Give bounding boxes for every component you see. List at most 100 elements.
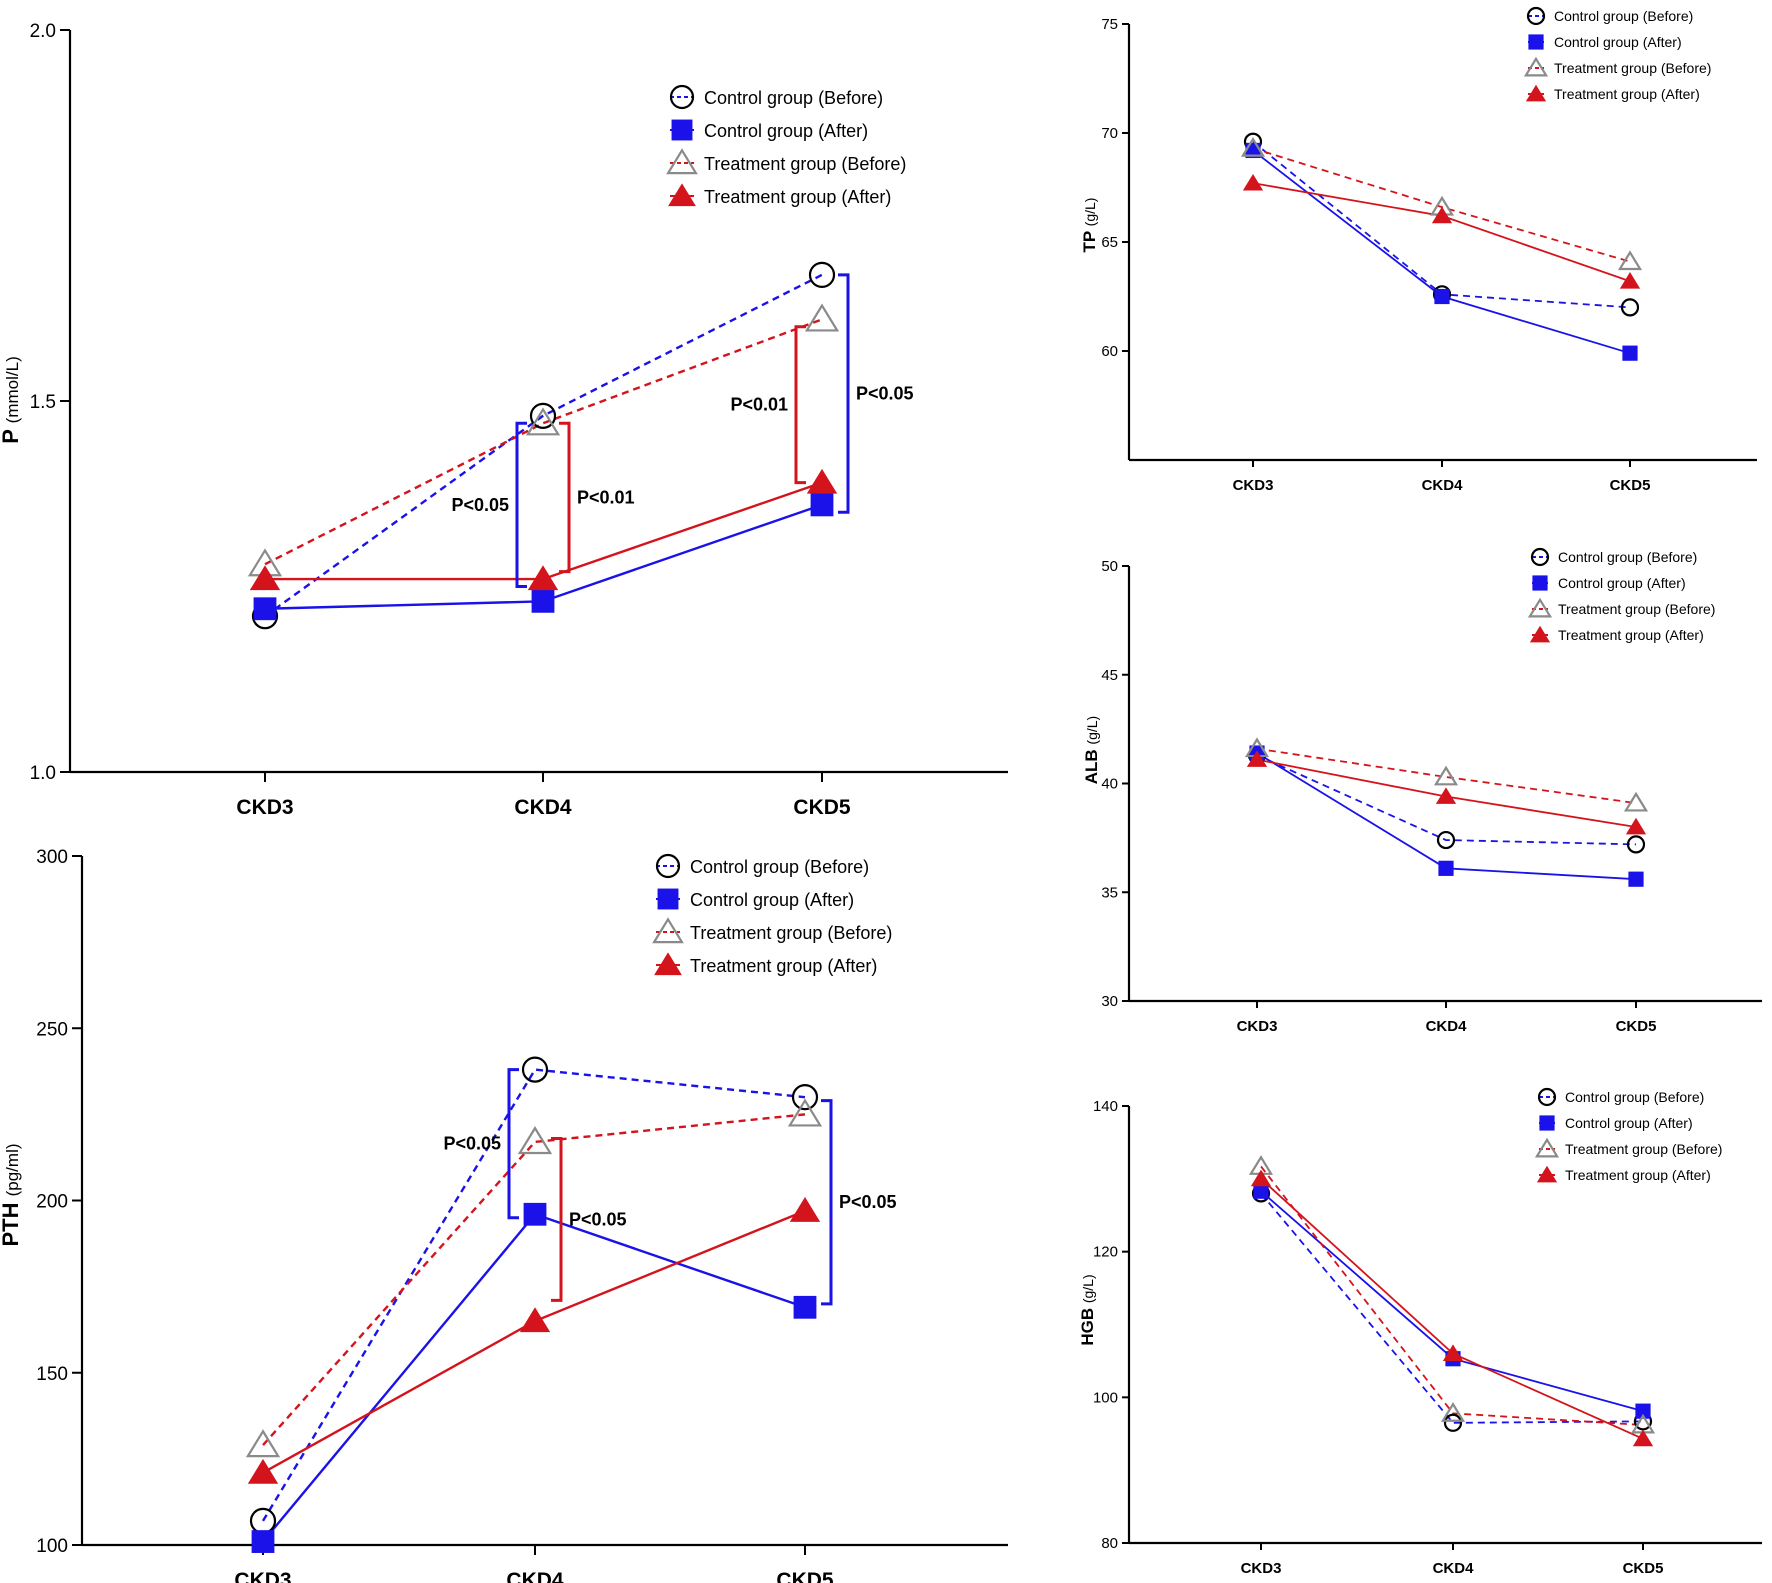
- marker-treatment-before: [1523, 56, 1549, 77]
- marker-treatment-after: [668, 183, 696, 207]
- legend-label: Treatment group (Before): [704, 154, 906, 174]
- marker-control-before: [1620, 298, 1640, 317]
- marker-treatment-before: [804, 303, 840, 332]
- marker-control-after: [1635, 1403, 1651, 1419]
- marker-treatment-after: [1619, 272, 1641, 289]
- marker-treatment-after: [1442, 1344, 1464, 1361]
- series-line: [261, 1068, 806, 1522]
- legend-label: Control group (Before): [704, 88, 883, 108]
- y-axis-label: ALB (g/L): [1082, 716, 1101, 784]
- marker-treatment-after: [1435, 787, 1457, 804]
- y-tick-label: 150: [36, 1364, 68, 1385]
- y-tick-label: 100: [1093, 1389, 1118, 1406]
- y-axis-label: PTH (pg/ml): [0, 1143, 23, 1246]
- marker-treatment-after: [1525, 84, 1547, 102]
- marker-treatment-before: [1617, 250, 1643, 271]
- legend-label: Treatment group (Before): [1558, 601, 1715, 617]
- series-line: [1252, 141, 1631, 309]
- series-line: [1256, 747, 1637, 804]
- marker-treatment-after: [249, 565, 281, 591]
- series-line: [262, 1209, 806, 1474]
- y-tick-label: 80: [1101, 1535, 1118, 1552]
- y-tick-label: 70: [1101, 125, 1118, 142]
- y-tick-label: 60: [1101, 343, 1118, 360]
- marker-treatment-before: [1433, 765, 1459, 786]
- legend-label: Control group (After): [1554, 34, 1682, 50]
- series-line: [1260, 1165, 1644, 1426]
- panel-alb-chart: 30 35 40 45 50 CKD3 CKD4 CKD5 ALB (g/L) Control g…: [1082, 547, 1762, 1035]
- significance-bracket: [515, 421, 527, 588]
- legend-label: Treatment group (After): [704, 187, 891, 207]
- x-tick-label: CKD4: [506, 1569, 563, 1583]
- series-line: [1260, 1190, 1644, 1413]
- significance-label: P<0.05: [856, 384, 914, 404]
- marker-control-before: [655, 853, 681, 879]
- marker-control-after: [810, 493, 834, 517]
- marker-treatment-after: [806, 468, 838, 494]
- marker-treatment-before: [652, 917, 684, 944]
- marker-treatment-before: [1534, 1137, 1560, 1158]
- marker-treatment-after: [654, 952, 682, 976]
- legend-label: Treatment group (Before): [1565, 1141, 1722, 1157]
- marker-treatment-before: [787, 1098, 823, 1127]
- marker-control-after: [531, 589, 555, 613]
- marker-control-before: [791, 1084, 819, 1111]
- y-tick-label: 30: [1101, 993, 1118, 1010]
- marker-treatment-before: [245, 1429, 281, 1458]
- x-tick-label: CKD3: [1237, 1018, 1278, 1035]
- legend-label: Control group (Before): [1558, 549, 1697, 565]
- x-tick-label: CKD5: [1623, 1560, 1664, 1577]
- y-axis-label-main: TP: [1080, 226, 1099, 252]
- x-tick-label: CKD5: [793, 796, 850, 819]
- y-tick-label: 35: [1101, 884, 1118, 901]
- x-tick-label: CKD4: [1433, 1560, 1474, 1577]
- marker-control-after: [1528, 34, 1544, 50]
- marker-treatment-before: [1623, 791, 1649, 812]
- y-tick-label: 300: [36, 847, 68, 868]
- marker-treatment-after: [1529, 625, 1551, 643]
- marker-treatment-before: [1527, 597, 1553, 618]
- significance-bracket: [794, 325, 806, 485]
- y-axis-label: TP (g/L): [1080, 198, 1099, 253]
- y-tick-label: 140: [1093, 1098, 1118, 1115]
- series-line: [1252, 149, 1631, 355]
- legend-label: Control group (Before): [690, 857, 869, 877]
- series-line: [1260, 1192, 1644, 1424]
- legend-label: Treatment group (After): [1558, 627, 1704, 643]
- x-tick-label: CKD5: [1610, 477, 1651, 494]
- marker-control-after: [671, 119, 693, 141]
- marker-control-before: [1526, 6, 1546, 26]
- y-tick-label: 2.0: [30, 21, 56, 42]
- marker-treatment-before: [525, 407, 561, 436]
- y-tick-label: 50: [1101, 558, 1118, 575]
- y-tick-label: 65: [1101, 234, 1118, 251]
- legend-label: Control group (After): [1558, 575, 1686, 591]
- significance-label: P<0.05: [451, 495, 509, 515]
- series-line: [264, 273, 823, 618]
- series-line: [1260, 1178, 1644, 1440]
- marker-treatment-after: [1250, 1169, 1272, 1187]
- marker-treatment-after: [1242, 173, 1264, 191]
- marker-treatment-after: [519, 1307, 551, 1333]
- series-line: [1256, 752, 1637, 881]
- legend-label: Control group (Before): [1554, 8, 1693, 24]
- x-tick-label: CKD3: [234, 1569, 291, 1583]
- y-tick-label: 200: [36, 1192, 68, 1213]
- panel-p-chart: 1.0 1.5 2.0 CKD3 CKD4 CKD5 P (mmol/L) P<0.05 P<0…: [0, 21, 1008, 819]
- y-axis-label-unit: (pg/ml): [3, 1143, 22, 1196]
- legend-label: Control group (After): [1565, 1115, 1693, 1131]
- marker-control-before: [521, 1056, 549, 1083]
- marker-treatment-after: [527, 565, 559, 591]
- marker-treatment-before: [666, 148, 698, 175]
- marker-control-before: [1537, 1087, 1557, 1107]
- y-tick-label: 100: [36, 1536, 68, 1557]
- marker-control-after: [523, 1202, 547, 1226]
- y-tick-label: 1.5: [30, 392, 56, 413]
- significance-bracket: [821, 1099, 833, 1306]
- y-axis-label-main: ALB: [1082, 745, 1101, 785]
- x-tick-label: CKD3: [1233, 477, 1274, 494]
- y-axis-label: P (mmol/L): [0, 356, 23, 443]
- significance-label: P<0.05: [443, 1134, 501, 1154]
- marker-control-before: [1530, 547, 1550, 567]
